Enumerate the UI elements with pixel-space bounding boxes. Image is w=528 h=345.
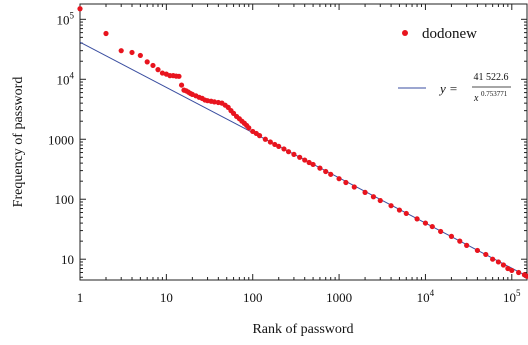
y-axis-ticks: 10 100 1000 104 105 [48,10,527,278]
data-point [317,165,323,171]
legend-fit-denominator-exponent: 0.753771 [481,90,508,98]
data-point [429,223,435,230]
data-point [351,184,357,190]
data-point [414,216,420,222]
data-point [267,139,273,145]
data-point [144,59,150,65]
y-tick-label: 1000 [48,132,74,147]
data-point [490,256,496,262]
y-tick-label: 105 [57,10,75,27]
x-axis-ticks: 1 10 100 1000 104 105 [77,4,521,305]
data-point [505,265,511,272]
data-point [246,125,252,131]
data-point [159,70,166,76]
data-point [388,203,394,209]
data-point [297,154,303,160]
legend: dodonew y = 41 522.6 x 0.753771 [398,26,511,104]
data-point [500,262,507,268]
legend-fit-denominator-base: x [473,93,479,104]
data-point [370,194,377,200]
data-point [464,242,470,248]
y-tick-label: 100 [55,192,75,207]
data-point [155,67,161,73]
data-point [310,161,316,168]
y-tick-label: 10 [61,252,74,267]
data-point [396,207,403,213]
data-point [137,52,143,59]
data-point [272,141,278,148]
data-point [422,220,429,226]
data-point [516,269,522,276]
data-point [362,189,368,195]
legend-point-marker [402,30,408,36]
data-point [103,30,109,37]
data-point [276,143,282,150]
data-point [306,159,312,166]
x-tick-label: 1 [77,290,84,305]
legend-fit-lhs: y = [438,81,458,96]
x-tick-label: 1000 [326,290,352,305]
data-point [509,267,515,274]
data-point [77,6,83,12]
data-point [483,251,489,258]
data-point [211,99,218,105]
data-point [281,146,287,152]
data-point [328,171,334,177]
data-point [336,176,342,182]
y-axis-title: Frequency of password [11,77,26,208]
data-points [77,6,528,279]
data-point [377,197,383,204]
data-point [118,48,124,54]
y-tick-label: 104 [57,70,75,87]
data-point [403,210,409,217]
data-point [343,179,349,186]
x-tick-label: 100 [243,290,263,305]
x-tick-label: 104 [417,288,435,305]
data-point [302,157,308,163]
data-point [323,168,329,175]
legend-series-label: dodonew [422,26,477,42]
data-point [291,151,297,157]
data-point [474,247,481,254]
data-point [438,228,444,235]
data-point [524,273,528,279]
data-point [285,149,292,155]
data-point [262,136,268,142]
data-point [448,233,455,239]
data-point [176,73,182,79]
data-point [150,62,156,69]
x-axis-title: Rank of password [252,322,353,337]
x-tick-label: 10 [160,290,173,305]
data-point [457,238,463,244]
x-tick-label: 105 [503,288,521,305]
legend-fit-numerator: 41 522.6 [474,72,509,83]
data-point [495,259,502,265]
data-point [256,133,263,139]
data-point [178,82,185,88]
data-point [129,49,135,56]
